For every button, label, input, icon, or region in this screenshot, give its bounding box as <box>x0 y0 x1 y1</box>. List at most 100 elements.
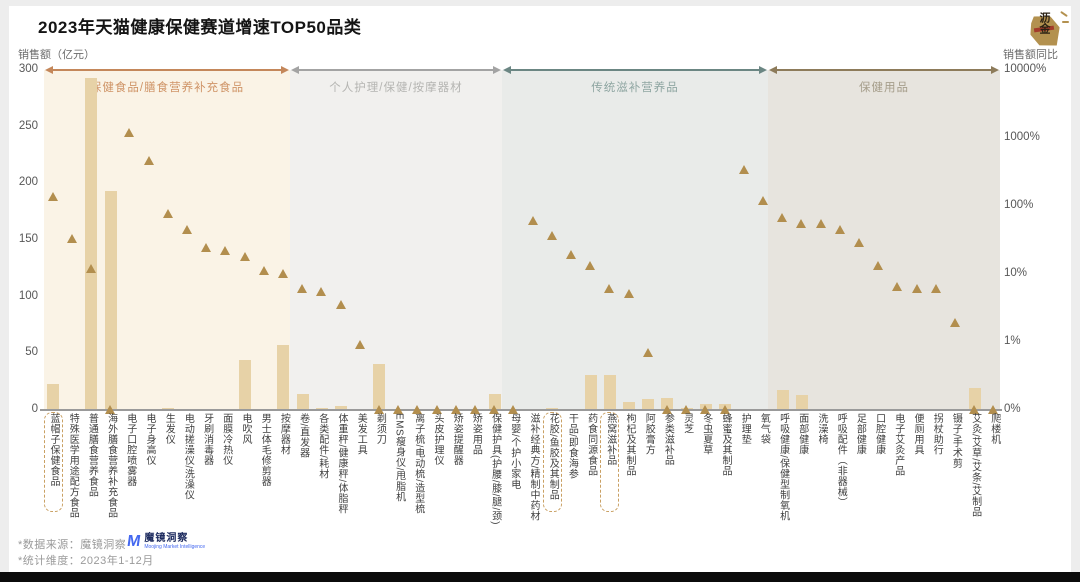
moojing-m-icon: M <box>125 533 142 550</box>
bar <box>584 374 597 410</box>
growth-triangle-marker <box>124 127 135 137</box>
growth-triangle-marker <box>565 250 576 260</box>
bar <box>642 398 655 410</box>
arrowhead-right-icon <box>493 66 501 74</box>
growth-triangle-marker <box>527 216 538 226</box>
category-label: 男士体毛修剪器 <box>259 413 271 487</box>
category-label: 电动搓澡仪/洗澡仪 <box>182 413 194 501</box>
y-axis-tick-left: 200 <box>18 176 38 189</box>
category-label: 枸杞及其制品 <box>624 413 635 476</box>
category-label: 燕窝滋补品 <box>604 413 616 466</box>
category-label: 电子身高仪 <box>144 413 155 466</box>
section-arrow <box>776 69 992 71</box>
arrowhead-left-icon <box>769 66 777 74</box>
category-label: 特殊医学用途配方食品 <box>67 413 79 518</box>
category-label: 电子艾灸产品 <box>892 413 904 476</box>
growth-triangle-marker <box>489 405 500 414</box>
growth-triangle-marker <box>681 405 692 414</box>
category-label: 干品/即食海参 <box>566 413 578 480</box>
section-arrow <box>510 69 760 71</box>
growth-triangle-marker <box>201 243 212 253</box>
growth-triangle-marker <box>604 284 615 294</box>
brand-tagline: Moojing Market Intelligence <box>144 544 206 550</box>
category-label: 氧气袋 <box>758 413 770 445</box>
category-label: 药食同源食品 <box>585 413 597 476</box>
y-axis-tick-right: 10% <box>1004 267 1028 279</box>
category-label: 便厕用具 <box>912 413 923 455</box>
category-label: 拐杖助行 <box>931 413 943 455</box>
bar <box>47 383 59 410</box>
category-label: 面膜冷热仪 <box>220 413 232 466</box>
category-label: 口腔健康 <box>873 413 885 455</box>
y-axis-tick-left: 100 <box>18 289 38 302</box>
growth-triangle-marker <box>239 251 250 261</box>
section-panel <box>44 70 290 410</box>
y-axis-tick-right: 100% <box>1004 199 1034 211</box>
page-title: 2023年天猫健康保健赛道增速TOP50品类 <box>38 18 362 37</box>
section-label: 个人护理/保健/按摩器材 <box>329 82 463 94</box>
growth-triangle-marker <box>585 261 596 271</box>
category-label: 牙刷消毒器 <box>201 413 213 466</box>
left-axis-label: 销售额（亿元） <box>18 49 95 61</box>
growth-triangle-marker <box>930 284 941 294</box>
arrowhead-left-icon <box>503 66 511 74</box>
category-label: 头皮护理仪 <box>432 413 443 466</box>
arrowhead-left-icon <box>45 66 53 74</box>
logo-text: 沥金 <box>1038 12 1050 34</box>
category-label: 洗澡椅 <box>816 413 827 445</box>
category-label: 花胶/鱼胶及其制品 <box>547 413 559 501</box>
growth-triangle-marker <box>431 405 442 414</box>
data-source-note: *数据来源：魔镜洞察 <box>18 536 126 552</box>
lijin-gold-logo: 沥金 <box>1024 7 1069 51</box>
growth-triangle-marker <box>450 405 461 414</box>
section-label: 保健用品 <box>859 82 909 94</box>
section-label: 传统滋补营养品 <box>591 82 679 94</box>
highlight-box <box>43 412 63 512</box>
category-label: 护理垫 <box>739 413 751 445</box>
growth-triangle-marker <box>719 405 730 414</box>
growth-triangle-marker <box>892 281 903 291</box>
section-arrow <box>298 69 494 71</box>
moojing-brand-text: 魔镜洞察 Moojing Market Intelligence <box>144 533 205 550</box>
y-axis-tick-right: 1000% <box>1004 131 1040 143</box>
category-label: 参类滋补品 <box>662 413 674 466</box>
growth-triangle-marker <box>85 263 96 273</box>
growth-triangle-marker <box>162 209 173 219</box>
growth-triangle-marker <box>757 195 768 205</box>
data-source-text: *数据来源：魔镜洞察 <box>18 539 127 551</box>
category-label: 蜂蜜及其制品 <box>720 413 731 476</box>
category-label: 足部健康 <box>854 413 866 455</box>
growth-triangle-marker <box>354 340 365 350</box>
bottom-black-bar <box>0 572 1080 582</box>
growth-triangle-marker <box>546 231 557 241</box>
growth-triangle-marker <box>700 405 711 414</box>
brand-name: 魔镜洞察 <box>144 533 189 544</box>
category-label: 阿胶膏方 <box>643 413 655 455</box>
category-label: 冬虫夏草 <box>700 413 712 455</box>
growth-triangle-marker <box>105 405 116 414</box>
moojing-brand: M 魔镜洞察 Moojing Market Intelligence <box>125 533 205 551</box>
highlight-box <box>600 412 620 512</box>
growth-triangle-marker <box>181 224 192 234</box>
y-axis-tick-left: 50 <box>25 346 38 359</box>
bar <box>85 77 98 410</box>
category-label: 美发工具 <box>355 413 367 455</box>
arrowhead-left-icon <box>291 66 299 74</box>
y-axis-tick-left: 0 <box>31 403 38 415</box>
growth-triangle-marker <box>335 300 346 309</box>
growth-triangle-marker <box>834 224 845 234</box>
category-label: 按摩器材 <box>278 413 290 455</box>
category-label: 呼吸配件（非器械） <box>835 413 847 508</box>
growth-triangle-marker <box>508 405 519 414</box>
growth-triangle-marker <box>623 289 634 299</box>
section-label: 保健食品/膳食营养补充食品 <box>89 82 245 94</box>
y-axis-tick-left: 300 <box>18 63 38 75</box>
category-label: 生发仪 <box>163 413 175 445</box>
y-axis-tick-right: 10000% <box>1004 63 1047 75</box>
highlight-box <box>542 412 562 512</box>
growth-triangle-marker <box>412 405 423 414</box>
category-label: 普通膳食营养食品 <box>86 413 98 497</box>
category-label: 海外膳食营养补充食品 <box>105 413 117 518</box>
category-label: 电子口腔喷雾器 <box>124 413 136 487</box>
